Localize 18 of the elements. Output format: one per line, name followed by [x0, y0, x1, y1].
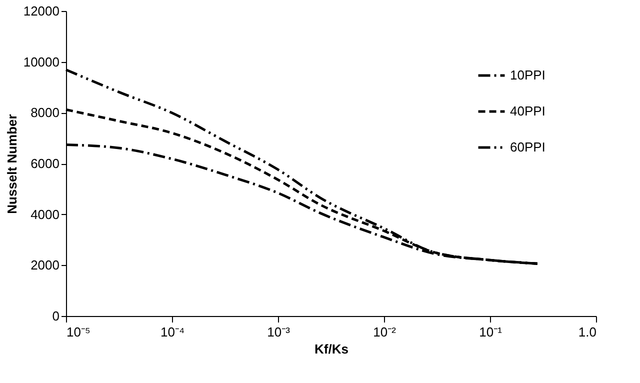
x-tick-label: 10⁻¹ — [479, 324, 503, 340]
legend-label: 10PPI — [510, 68, 546, 82]
legend-label: 40PPI — [510, 104, 546, 118]
x-tick-label: 10⁻⁵ — [66, 324, 90, 340]
x-tick-label: 1.0 — [578, 324, 596, 340]
x-tick-label: 10⁻² — [373, 324, 397, 340]
y-tick-label: 6000 — [30, 156, 60, 171]
y-tick-label: 10000 — [23, 54, 60, 70]
x-tick-label: 10⁻⁴ — [160, 324, 185, 340]
y-tick-label: 12000 — [23, 4, 60, 18]
y-tick-label: 0 — [52, 308, 60, 324]
legend-label: 60PPI — [510, 140, 546, 154]
x-axis-title: Kf/Ks — [314, 342, 348, 356]
y-tick-label: 8000 — [30, 105, 60, 120]
y-tick-label: 2000 — [30, 258, 60, 273]
y-axis-title: Nusselt Number — [4, 114, 20, 214]
y-tick-label: 4000 — [30, 206, 60, 222]
x-tick-label: 10⁻³ — [267, 324, 291, 340]
